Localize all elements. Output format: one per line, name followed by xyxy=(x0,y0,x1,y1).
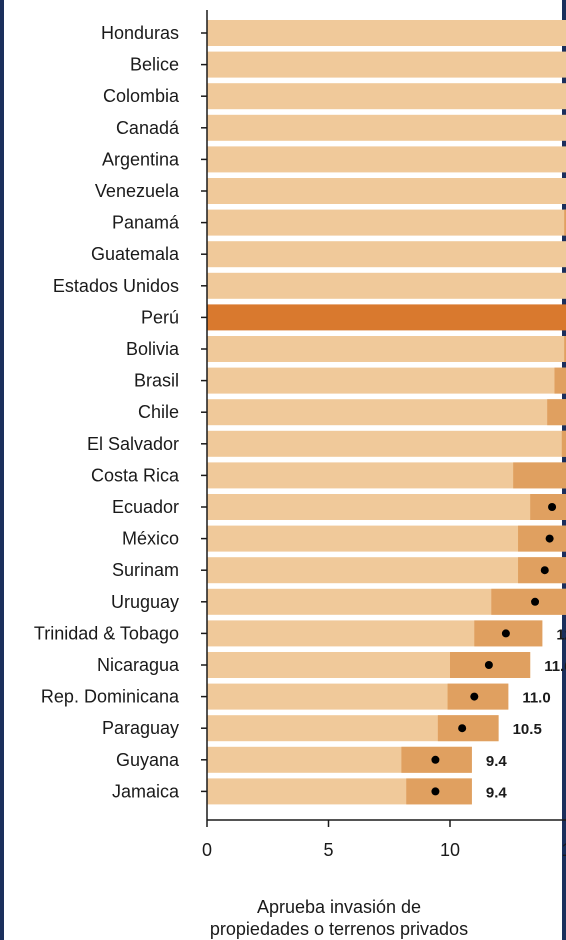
bars-layer xyxy=(207,20,566,805)
x-axis: 0510152025 xyxy=(201,10,566,860)
bar xyxy=(207,178,566,204)
bar xyxy=(207,367,566,394)
confidence-interval xyxy=(554,367,566,394)
category-label: Ecuador xyxy=(112,497,179,517)
bar xyxy=(207,399,566,426)
category-label: Bolivia xyxy=(126,339,180,359)
value-label: 10.5 xyxy=(513,721,542,738)
category-label: Uruguay xyxy=(111,592,179,612)
confidence-interval xyxy=(437,715,499,742)
bar xyxy=(207,557,566,584)
category-label: El Salvador xyxy=(87,434,179,454)
bar xyxy=(207,83,566,110)
point-estimate xyxy=(545,534,554,543)
category-label: Rep. Dominicana xyxy=(41,687,180,707)
category-label: Honduras xyxy=(101,23,179,43)
point-estimate xyxy=(470,692,479,701)
category-label: Panamá xyxy=(112,213,180,233)
category-label: Surinam xyxy=(112,560,179,580)
bar xyxy=(207,20,566,46)
x-axis-label-line-2: propiedades o terrenos privados xyxy=(209,919,469,939)
category-label: Trinidad & Tobago xyxy=(34,623,179,643)
value-label: 9.4 xyxy=(486,784,508,801)
bar xyxy=(207,525,566,552)
bar xyxy=(207,430,566,457)
confidence-interval xyxy=(547,399,566,426)
category-label: Estados Unidos xyxy=(53,276,179,296)
x-tick-label: 5 xyxy=(323,840,333,860)
x-tick-label: 0 xyxy=(202,840,212,860)
bar xyxy=(207,114,566,141)
category-label: Chile xyxy=(138,402,179,422)
bar xyxy=(207,241,566,268)
value-label: 11.0 xyxy=(522,690,550,707)
bar-chart: Honduras23.9Belice21.9Colombia21.1Canadá… xyxy=(34,10,566,860)
x-axis-label-line-1: Aprueba invasión de xyxy=(256,897,422,917)
category-label: México xyxy=(122,529,179,549)
bar xyxy=(207,209,566,236)
category-label: Argentina xyxy=(102,149,180,169)
category-label: Colombia xyxy=(103,86,180,106)
point-estimate xyxy=(431,787,440,796)
point-estimate xyxy=(458,724,467,733)
category-label: Paraguay xyxy=(102,718,179,738)
category-label: Canadá xyxy=(116,118,180,138)
bar xyxy=(207,336,566,362)
category-label: Costa Rica xyxy=(91,465,180,485)
point-estimate xyxy=(548,503,557,511)
confidence-interval xyxy=(491,588,566,615)
category-label: Brasil xyxy=(134,371,179,391)
bar xyxy=(207,272,566,299)
confidence-interval xyxy=(518,525,566,552)
value-label: 9.4 xyxy=(486,753,508,770)
category-label: Guyana xyxy=(116,750,180,770)
value-label: 11.6 xyxy=(544,658,566,675)
bar xyxy=(207,462,566,489)
bar xyxy=(207,146,566,173)
point-estimate xyxy=(501,629,510,638)
x-tick-label: 15 xyxy=(561,840,566,860)
bar xyxy=(207,304,566,331)
bar xyxy=(207,51,566,78)
value-label: 12.3 xyxy=(556,626,566,643)
confidence-interval xyxy=(564,336,566,362)
bar xyxy=(207,494,566,520)
point-estimate xyxy=(531,597,540,606)
labels-layer: Honduras23.9Belice21.9Colombia21.1Canadá… xyxy=(34,23,566,801)
confidence-interval xyxy=(513,462,566,489)
category-label: Venezuela xyxy=(95,181,180,201)
category-label: Nicaragua xyxy=(97,655,180,675)
confidence-interval xyxy=(561,430,566,457)
x-tick-label: 10 xyxy=(440,840,460,860)
category-label: Perú xyxy=(141,307,179,327)
point-estimate xyxy=(540,566,549,575)
point-estimate xyxy=(484,661,493,669)
category-label: Guatemala xyxy=(91,244,180,264)
category-label: Jamaica xyxy=(112,781,180,801)
confidence-interval xyxy=(564,209,566,236)
point-estimate xyxy=(431,755,440,764)
category-label: Belice xyxy=(130,55,179,75)
